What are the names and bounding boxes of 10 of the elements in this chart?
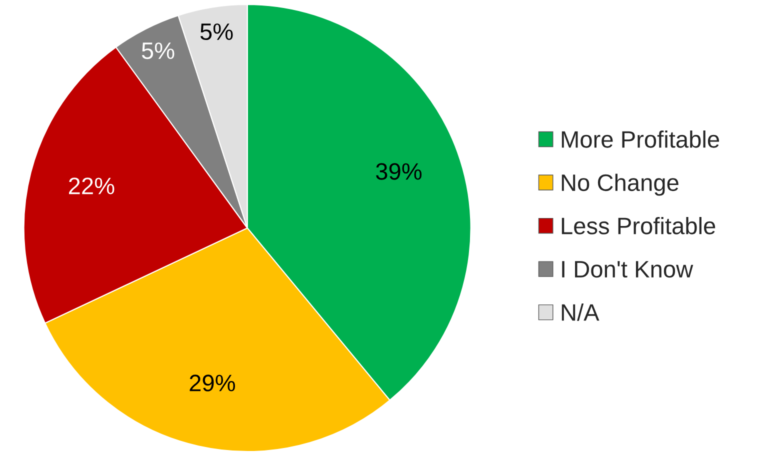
legend-label: No Change — [562, 174, 678, 196]
data-label: 22% — [69, 178, 114, 194]
data-label: 5% — [142, 42, 174, 60]
legend-label: N/A — [562, 304, 600, 321]
legend-label: More Profitable — [562, 130, 720, 148]
data-label: 5% — [200, 23, 233, 40]
data-label: 39% — [376, 163, 422, 180]
data-label: 29% — [190, 374, 236, 392]
legend-label: Less Profitable — [562, 216, 716, 234]
legend-label: I Don't Know — [562, 261, 694, 278]
